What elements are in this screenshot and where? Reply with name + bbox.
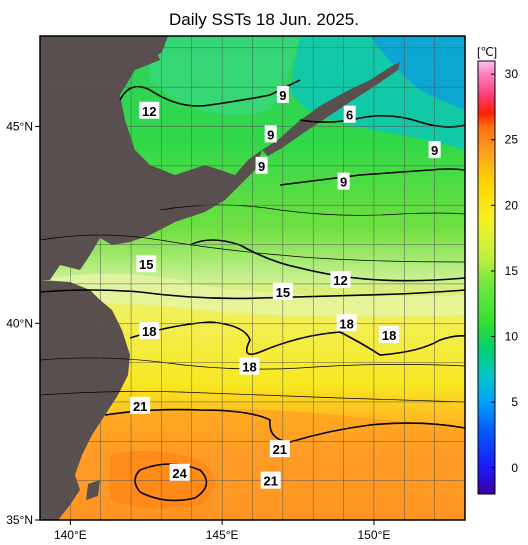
lat-axis: 45°N 40°N 35°N — [6, 120, 40, 527]
colorbar-tick-label: 25 — [505, 133, 519, 147]
contour-label: 18 — [142, 324, 156, 339]
contour-label: 21 — [273, 442, 287, 457]
colorbar: [℃] 30 25 20 15 10 5 0 — [477, 45, 518, 495]
contour-label-box — [130, 396, 151, 414]
contour-thin-1 — [40, 234, 465, 263]
contour-label-box — [337, 172, 350, 190]
hokkaido-land — [40, 36, 262, 280]
colorbar-tick-label: 15 — [505, 264, 519, 278]
colorbar-ticks: 30 25 20 15 10 5 0 — [491, 67, 518, 475]
contour-label-box — [330, 270, 351, 288]
contour-label: 12 — [333, 273, 347, 288]
colorbar-bar — [477, 60, 496, 495]
contour-label: 15 — [276, 285, 290, 300]
contour-label-box — [169, 463, 190, 481]
contour-label: 9 — [279, 88, 286, 103]
contour-label-box — [139, 101, 160, 119]
lat-tick-label: 40°N — [6, 316, 33, 330]
contour-label: 21 — [133, 399, 147, 414]
contour-label: 9 — [431, 143, 438, 158]
contour-label: 6 — [346, 108, 353, 123]
contour-label-box — [428, 141, 441, 159]
lon-tick-label: 150°E — [358, 528, 391, 542]
colorbar-unit: [℃] — [477, 45, 497, 59]
contour-label-box — [239, 357, 260, 375]
contour-12 — [189, 239, 465, 282]
contour-labels: 12 9 9 6 9 9 9 15 12 15 18 18 18 18 21 21 24 21 — [130, 86, 441, 489]
map-title: Daily SSTs 18 Jun. 2025. — [169, 10, 359, 29]
contour-label-box — [269, 440, 290, 458]
contour-label: 18 — [382, 328, 396, 343]
contour-label: 18 — [242, 360, 256, 375]
contour-label: 9 — [267, 127, 274, 142]
contour-label-box — [260, 471, 281, 489]
kuril-islands-land — [262, 62, 400, 156]
lon-axis: 140°E 145°E 150°E — [54, 520, 390, 542]
contour-label-box — [276, 86, 289, 104]
lon-tick-label: 140°E — [54, 528, 87, 542]
coldest-water-northeast — [370, 36, 465, 110]
contour-label-box — [343, 105, 356, 123]
contour-label-box — [139, 322, 160, 340]
contour-label: 15 — [139, 257, 153, 272]
contour-label: 18 — [339, 316, 353, 331]
colorbar-tick-label: 0 — [511, 461, 518, 475]
colorbar-tick-label: 20 — [505, 198, 519, 212]
map-frame — [39, 35, 466, 521]
colorbar-tick-label: 5 — [511, 395, 518, 409]
contour-9-east — [279, 168, 465, 186]
contour-label-box — [255, 156, 268, 174]
lon-tick-label: 145°E — [206, 528, 239, 542]
contour-21 — [104, 408, 465, 443]
honshu-land — [40, 280, 130, 520]
contour-label-box — [136, 255, 157, 273]
colorbar-tick-label: 30 — [505, 67, 519, 81]
contour-label-box — [264, 125, 277, 143]
contour-15 — [40, 289, 465, 300]
okhotsk-water — [150, 36, 300, 115]
contour-label: 12 — [142, 104, 156, 119]
contour-label: 9 — [340, 175, 347, 190]
contour-label: 21 — [263, 474, 277, 489]
contour-label: 24 — [172, 466, 187, 481]
land — [40, 36, 400, 520]
contour-label: 9 — [258, 159, 265, 174]
lat-tick-label: 35°N — [6, 513, 33, 527]
contour-label-box — [272, 282, 293, 300]
contour-label-box — [379, 326, 400, 344]
contour-18 — [129, 321, 465, 356]
lat-tick-label: 45°N — [6, 120, 33, 134]
colorbar-tick-label: 10 — [505, 330, 519, 344]
contour-label-box — [336, 314, 357, 332]
boso-land — [86, 480, 100, 500]
